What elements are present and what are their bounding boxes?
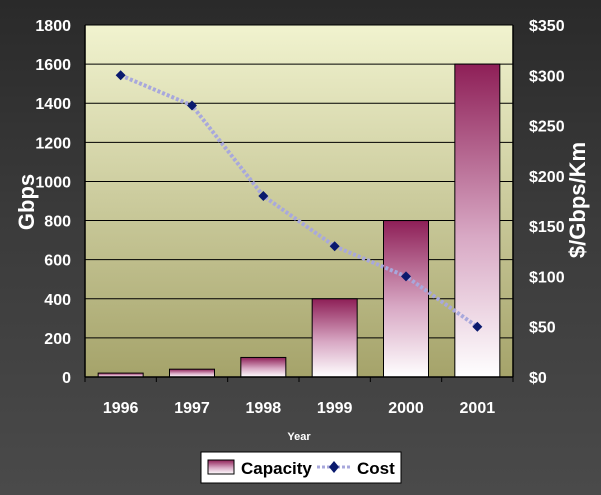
y-tick-label-right: $100 bbox=[529, 269, 565, 286]
y-tick-label: 200 bbox=[44, 331, 71, 348]
y-tick-label: 600 bbox=[44, 253, 71, 270]
y-tick-label: 1200 bbox=[35, 135, 71, 152]
y-axis-right-title: $/Gbps/Km bbox=[565, 142, 590, 258]
x-tick-label: 1999 bbox=[317, 400, 353, 417]
y-tick-label-right: $50 bbox=[529, 320, 556, 337]
legend-cost-marker bbox=[329, 461, 339, 473]
right-tick-labels: $0 $50 $100 $150 $200 $250 $300 $350 bbox=[529, 18, 565, 387]
cost-line-path bbox=[119, 73, 479, 329]
legend-cost-label: Cost bbox=[357, 459, 395, 478]
y-tick-label-right: $150 bbox=[529, 219, 565, 236]
capacity-bar bbox=[383, 220, 429, 378]
axes bbox=[84, 25, 514, 382]
cost-marker bbox=[258, 190, 269, 201]
x-tick-label: 2000 bbox=[388, 400, 424, 417]
left-tick-labels: 0 200 400 600 800 1000 1200 1400 1600 1800 bbox=[35, 18, 71, 387]
y-tick-label: 1600 bbox=[35, 57, 71, 74]
x-tick-label: 1998 bbox=[246, 400, 282, 417]
x-tick-label: 2001 bbox=[460, 400, 496, 417]
capacity-bar bbox=[311, 298, 358, 378]
y-axis-title: Gbps bbox=[14, 174, 39, 230]
y-tick-label: 1000 bbox=[35, 174, 71, 191]
cost-marker bbox=[115, 70, 126, 81]
y-tick-label: 1400 bbox=[35, 96, 71, 113]
legend: Capacity Cost bbox=[200, 451, 402, 484]
capacity-bar bbox=[240, 356, 287, 378]
cost-marker bbox=[329, 241, 340, 252]
x-axis-title: Year bbox=[287, 431, 311, 443]
x-tick-label: 1997 bbox=[174, 400, 210, 417]
plot-area bbox=[85, 25, 513, 377]
capacity-bar bbox=[169, 368, 215, 378]
y-tick-label: 1800 bbox=[35, 18, 71, 35]
y-tick-label: 0 bbox=[62, 370, 71, 387]
cost-line bbox=[115, 70, 483, 332]
legend-capacity-label: Capacity bbox=[241, 459, 312, 478]
y-tick-label-right: $200 bbox=[529, 169, 565, 186]
y-tick-label-right: $250 bbox=[529, 119, 565, 136]
y-tick-label-right: $0 bbox=[529, 370, 547, 387]
cost-marker bbox=[187, 100, 197, 111]
y-tick-label: 400 bbox=[44, 292, 71, 309]
y-tick-label-right: $350 bbox=[529, 18, 565, 35]
cost-marker bbox=[401, 271, 411, 282]
x-tick-labels: 1996 1997 1998 1999 2000 2001 bbox=[103, 400, 495, 417]
cost-marker bbox=[472, 321, 483, 332]
y-tick-label: 800 bbox=[44, 214, 71, 231]
x-tick-label: 1996 bbox=[103, 400, 139, 417]
legend-capacity-swatch bbox=[207, 459, 235, 475]
y-tick-label-right: $300 bbox=[529, 68, 565, 85]
